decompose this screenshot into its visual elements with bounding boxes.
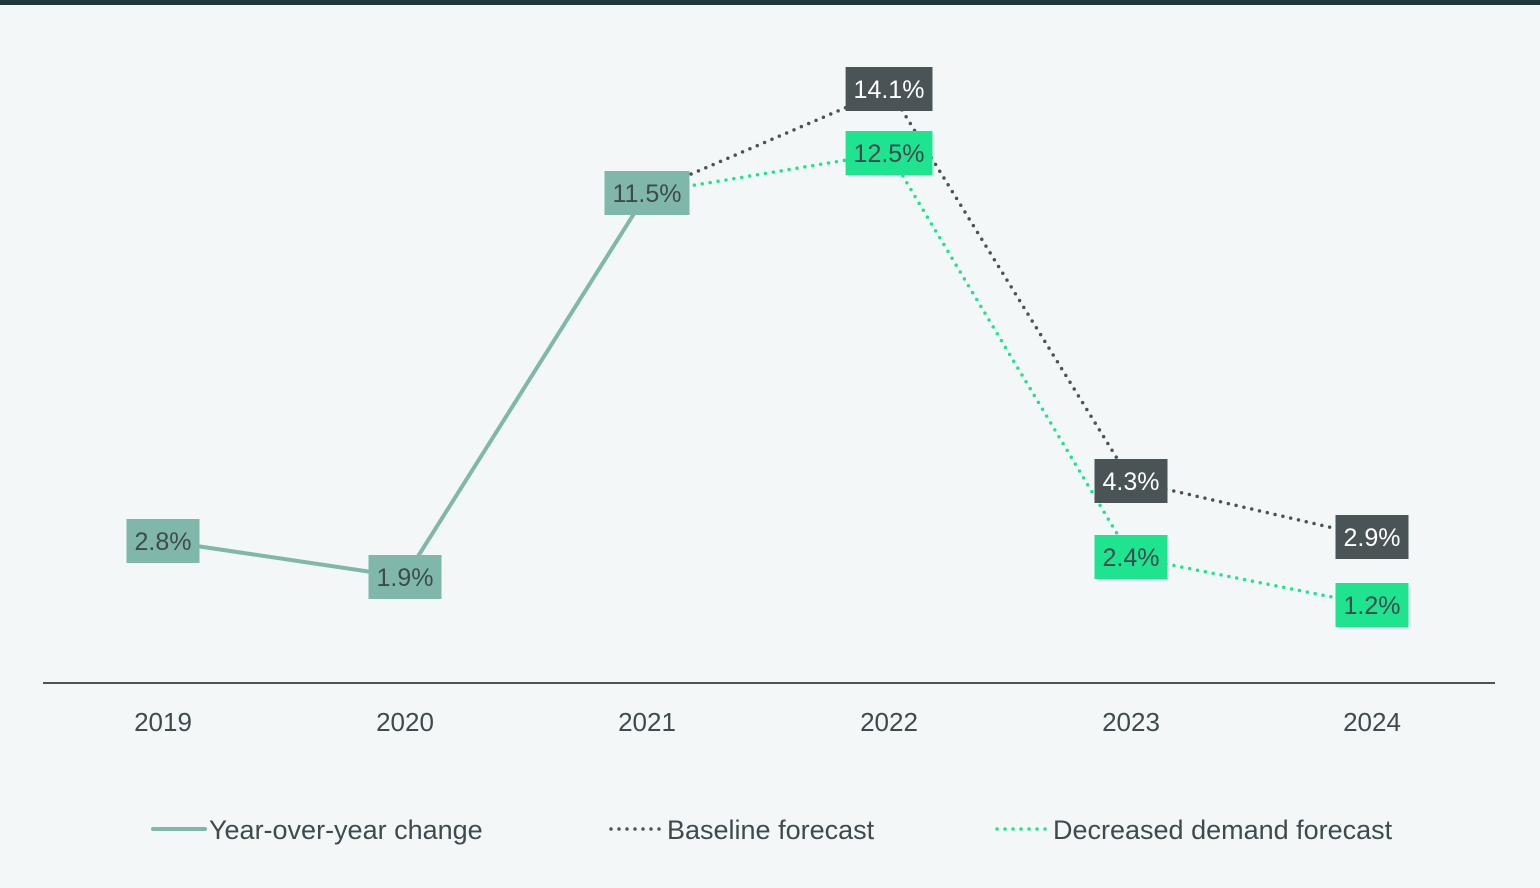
data-label-baseline-2022: 14.1% — [845, 67, 933, 111]
data-label-box — [368, 555, 442, 599]
data-label-box — [1335, 583, 1409, 627]
data-label-baseline-2024: 2.9% — [1335, 515, 1409, 559]
data-label-yoy-2021: 11.5% — [604, 171, 690, 215]
x-tick-label-2021: 2021 — [618, 707, 676, 737]
x-tick-label-2022: 2022 — [860, 707, 918, 737]
data-label-yoy-2019: 2.8% — [126, 519, 200, 563]
x-tick-label-2023: 2023 — [1102, 707, 1160, 737]
data-label-yoy-2020: 1.9% — [368, 555, 442, 599]
x-tick-label-2020: 2020 — [376, 707, 434, 737]
legend-label: Year-over-year change — [209, 815, 483, 845]
data-label-baseline-2023: 4.3% — [1094, 459, 1168, 503]
data-label-decreased-2022: 12.5% — [845, 131, 933, 175]
data-label-box — [845, 67, 933, 111]
data-label-text: 2.4% — [1103, 544, 1160, 572]
x-tick-label-2019: 2019 — [134, 707, 192, 737]
data-label-text: 1.2% — [1344, 592, 1401, 620]
data-label-text: 11.5% — [612, 180, 681, 208]
legend-label: Decreased demand forecast — [1053, 815, 1393, 845]
data-label-box — [1094, 535, 1168, 579]
x-tick-label-2024: 2024 — [1343, 707, 1401, 737]
data-label-decreased-2023: 2.4% — [1094, 535, 1168, 579]
legend-label: Baseline forecast — [667, 815, 875, 845]
data-label-text: 12.5% — [854, 140, 925, 168]
data-label-box — [1094, 459, 1168, 503]
data-label-box — [126, 519, 200, 563]
series-line-yoy — [161, 191, 649, 579]
data-label-decreased-2024: 1.2% — [1335, 583, 1409, 627]
series-line-decreased — [645, 151, 1374, 607]
data-label-box — [1335, 515, 1409, 559]
legend-item-decreased: Decreased demand forecast — [995, 815, 1393, 845]
data-label-text: 14.1% — [854, 76, 925, 104]
data-label-text: 2.9% — [1344, 524, 1401, 552]
data-label-text: 1.9% — [377, 564, 434, 592]
data-label-box — [845, 131, 933, 175]
data-label-text: 2.8% — [135, 528, 192, 556]
legend-item-yoy: Year-over-year change — [151, 815, 483, 845]
data-label-text: 4.3% — [1103, 468, 1160, 496]
data-label-box — [604, 171, 690, 215]
series-line-baseline — [645, 86, 1374, 539]
legend-item-baseline: Baseline forecast — [609, 815, 875, 845]
top-rule — [0, 0, 1540, 5]
